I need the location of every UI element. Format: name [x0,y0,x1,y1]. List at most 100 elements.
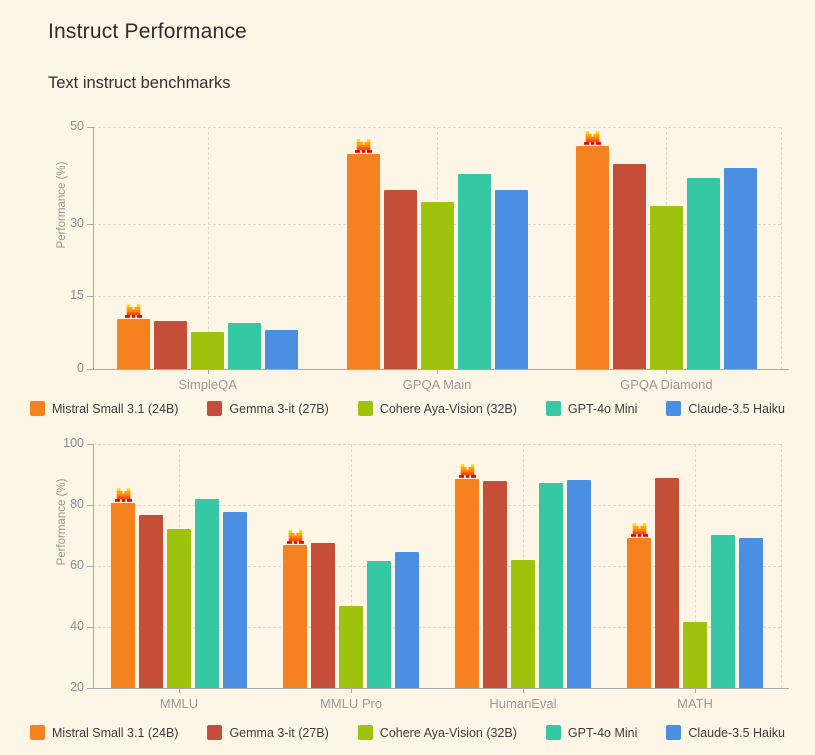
bar-gemma-3-it-27b--humaneval[interactable] [483,481,507,688]
x-tick-mark [437,369,438,374]
y-tick-mark [87,688,93,689]
bar-gemma-3-it-27b--mmlu-pro[interactable] [311,543,335,688]
legend-swatch-icon [30,401,46,416]
bar-cohere-aya-vision-32b--gpqa-diamond[interactable] [649,206,683,369]
legend-swatch-icon [357,401,373,416]
y-tick-mark [87,444,93,445]
legend-top: Mistral Small 3.1 (24B) Gemma 3-it (27B) C… [0,401,815,416]
legend-label: Claude-3.5 Haiku [688,725,785,740]
legend-item-claude-3-5-haiku[interactable]: Claude-3.5 Haiku [666,725,785,740]
bar-gemma-3-it-27b--gpqa-diamond[interactable] [612,163,646,369]
category-label-mmlu: MMLU [159,696,199,711]
bar-gpt-4o-mini-mmlu-pro[interactable] [367,560,391,688]
page-title: Instruct Performance [48,20,247,43]
legend-label: Cohere Aya-Vision (32B) [379,725,517,740]
bar-gpt-4o-mini-humaneval[interactable] [539,483,563,688]
y-tick-mark [87,127,93,128]
legend-bottom: Mistral Small 3.1 (24B) Gemma 3-it (27B) C… [0,725,815,740]
category-label-simpleqa: SimpleQA [178,377,237,392]
section-subtitle: Text instruct benchmarks [48,74,231,92]
bar-cohere-aya-vision-32b--mmlu[interactable] [167,529,191,688]
y-tick-mark [87,566,93,567]
y-tick-label: 15 [70,288,84,303]
y-axis-line [93,127,94,369]
legend-item-mistral-small-3-1-24b-[interactable]: Mistral Small 3.1 (24B) [30,401,178,416]
bar-cohere-aya-vision-32b--mmlu-pro[interactable] [339,605,363,688]
bar-gpt-4o-mini-gpqa-main[interactable] [457,174,491,369]
bar-cohere-aya-vision-32b--math[interactable] [683,621,707,688]
bar-gemma-3-it-27b--gpqa-main[interactable] [383,190,417,369]
legend-item-mistral-small-3-1-24b-[interactable]: Mistral Small 3.1 (24B) [30,725,178,740]
bar-mistral-small-3-1-24b--simpleqa[interactable] [117,318,151,369]
y-tick-label: 0 [77,361,84,375]
bar-claude-3-5-haiku-math[interactable] [739,537,763,688]
bar-claude-3-5-haiku-simpleqa[interactable] [265,330,299,369]
legend-item-claude-3-5-haiku[interactable]: Claude-3.5 Haiku [666,401,785,416]
bar-mistral-small-3-1-24b--humaneval[interactable] [455,479,479,688]
legend-label: Gemma 3-it (27B) [229,401,329,416]
bar-gemma-3-it-27b--math[interactable] [655,477,679,688]
mistral-m-icon [125,303,143,318]
bar-cohere-aya-vision-32b--simpleqa[interactable] [191,331,225,369]
bar-gpt-4o-mini-math[interactable] [711,534,735,688]
y-tick-mark [87,223,93,225]
legend-item-cohere-aya-vision-32b-[interactable]: Cohere Aya-Vision (32B) [357,725,517,740]
bar-claude-3-5-haiku-mmlu-pro[interactable] [395,551,419,688]
legend-swatch-icon [30,725,46,740]
legend-item-cohere-aya-vision-32b-[interactable]: Cohere Aya-Vision (32B) [357,401,517,416]
bar-mistral-small-3-1-24b--gpqa-diamond[interactable] [575,146,609,369]
y-tick-mark [87,296,93,298]
bar-gpt-4o-mini-gpqa-diamond[interactable] [686,178,720,369]
legend-label: GPT-4o Mini [567,725,638,740]
bar-mistral-small-3-1-24b--math[interactable] [627,537,651,688]
legend-swatch-icon [207,725,223,740]
plot-right-border [781,444,782,688]
category-label-math: MATH [677,696,713,711]
gridline-horizontal [93,444,781,445]
category-label-gpqa-diamond: GPQA Diamond [620,377,713,392]
bar-mistral-small-3-1-24b--gpqa-main[interactable] [346,154,380,369]
plot-right-border [781,127,782,369]
legend-item-gemma-3-it-27b-[interactable]: Gemma 3-it (27B) [207,401,329,416]
mistral-m-icon [286,530,304,545]
y-tick-mark [87,505,93,506]
bar-mistral-small-3-1-24b--mmlu[interactable] [111,503,135,688]
mistral-m-icon [114,488,132,502]
bar-claude-3-5-haiku-mmlu[interactable] [223,512,247,688]
bar-cohere-aya-vision-32b--humaneval[interactable] [511,559,535,688]
y-tick-label: 20 [70,680,84,694]
bar-gpt-4o-mini-mmlu[interactable] [195,498,219,688]
legend-swatch-icon [357,725,373,740]
bar-gemma-3-it-27b--simpleqa[interactable] [154,320,188,369]
y-tick-mark [87,627,93,628]
x-tick-mark [523,688,524,693]
bar-claude-3-5-haiku-gpqa-diamond[interactable] [723,168,757,369]
x-tick-mark [351,688,352,693]
legend-item-gpt-4o-mini[interactable]: GPT-4o Mini [545,401,637,416]
legend-label: Mistral Small 3.1 (24B) [52,401,179,416]
gridline-horizontal [93,505,781,506]
bar-claude-3-5-haiku-gpqa-main[interactable] [494,189,528,369]
y-tick-label: 30 [70,215,84,230]
legend-swatch-icon [545,725,561,740]
gridline-vertical [695,444,696,688]
mistral-m-icon [583,131,601,146]
legend-item-gpt-4o-mini[interactable]: GPT-4o Mini [545,725,638,740]
bar-gemma-3-it-27b--mmlu[interactable] [139,514,163,688]
category-label-mmlu-pro: MMLU Pro [319,696,383,711]
bar-claude-3-5-haiku-humaneval[interactable] [567,480,591,688]
legend-swatch-icon [207,401,223,416]
legend-swatch-icon [666,725,682,740]
mistral-m-icon [354,139,372,153]
y-tick-label: 60 [70,558,84,572]
legend-item-gemma-3-it-27b-[interactable]: Gemma 3-it (27B) [207,725,329,740]
bar-cohere-aya-vision-32b--gpqa-main[interactable] [420,202,454,369]
bar-mistral-small-3-1-24b--mmlu-pro[interactable] [283,545,307,688]
y-tick-mark [87,369,93,370]
x-tick-mark [666,369,668,374]
bar-gpt-4o-mini-simpleqa[interactable] [228,323,262,369]
category-label-gpqa-main: GPQA Main [402,377,472,392]
